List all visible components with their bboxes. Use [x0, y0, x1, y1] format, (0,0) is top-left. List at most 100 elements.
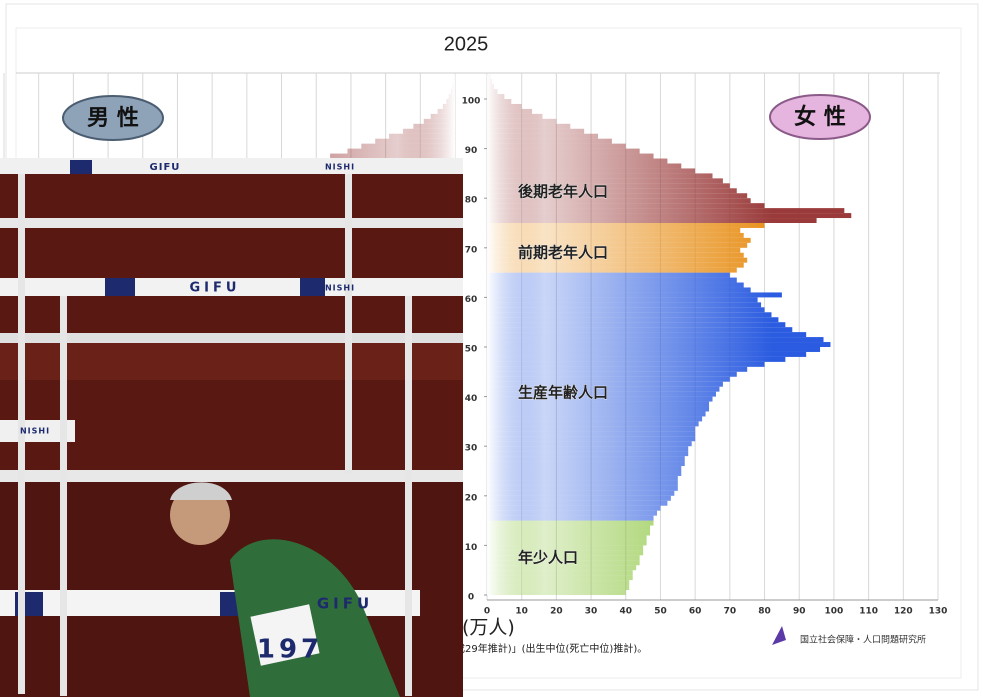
bar: [487, 163, 682, 169]
bar: [487, 128, 585, 134]
bar: [487, 590, 626, 595]
y-tick-label: 100: [462, 97, 481, 107]
bar: [487, 292, 782, 298]
bar: [453, 74, 455, 80]
bar: [487, 143, 626, 149]
bar: [487, 118, 557, 124]
bar: [487, 158, 668, 164]
y-tick-label: 90: [465, 146, 478, 156]
y-tick-label: 70: [465, 245, 478, 255]
bar: [487, 471, 682, 476]
bar: [487, 168, 696, 174]
bar: [487, 396, 713, 402]
group-label: 前期老年人口: [518, 244, 608, 262]
bar: [487, 550, 644, 556]
bar: [487, 366, 748, 372]
bar: [487, 178, 723, 184]
bar: [450, 89, 455, 95]
photo-text: GIFU: [150, 162, 181, 173]
photo-text: NISHI: [20, 427, 50, 436]
bar: [487, 411, 706, 417]
bar: [487, 520, 654, 526]
bar: [487, 456, 685, 462]
bar: [487, 580, 630, 586]
x-tick-label: 20: [550, 607, 563, 617]
x-tick-label: 10: [515, 607, 528, 617]
bar: [487, 466, 682, 471]
bar: [487, 153, 654, 159]
bar: [487, 351, 807, 357]
bar: [487, 267, 737, 273]
female-badge: [769, 94, 871, 140]
bar: [487, 555, 640, 561]
bar: [487, 371, 737, 377]
bar: [487, 451, 689, 457]
photo-text: NISHI: [325, 163, 355, 172]
bar: [487, 560, 640, 566]
bar: [487, 401, 710, 407]
bar: [487, 297, 758, 303]
photo: GIFU NISHI GIFU NISHI NISHI GIFU 197: [0, 158, 463, 697]
bar: [487, 545, 644, 551]
bar: [487, 426, 696, 432]
bar: [487, 287, 751, 293]
x-tick-label: 120: [894, 607, 913, 617]
logo-mark: [772, 626, 786, 645]
bar: [487, 406, 710, 412]
bar: [487, 208, 845, 214]
bar: [487, 188, 737, 194]
bar: [487, 535, 647, 541]
male-label: 男 性: [87, 106, 139, 131]
bar: [487, 376, 730, 382]
bar: [487, 475, 678, 481]
female-label: 女 性: [794, 104, 846, 130]
bar: [487, 99, 512, 104]
bar: [487, 510, 657, 516]
unit-label: (万人): [462, 617, 515, 639]
bar: [487, 257, 748, 263]
bar: [487, 381, 723, 387]
bar: [402, 128, 455, 134]
x-tick-label: 80: [758, 607, 771, 617]
bar: [487, 113, 543, 119]
bar: [487, 347, 821, 352]
x-tick-label: 100: [825, 607, 844, 617]
y-tick-label: 80: [465, 196, 478, 206]
note: 成29年推計)」(出生中位(死亡中位)推計)。: [455, 642, 647, 655]
chart-title: 2025: [444, 33, 489, 55]
bar: [487, 480, 678, 486]
bar: [487, 530, 651, 536]
x-tick-label: 110: [859, 607, 878, 617]
bar: [487, 540, 647, 546]
x-tick-label: 50: [654, 607, 667, 617]
x-tick-label: 40: [620, 607, 633, 617]
bar: [487, 262, 744, 268]
x-tick-label: 70: [724, 607, 737, 617]
bar: [487, 302, 762, 308]
y-tick-label: 0: [468, 593, 474, 603]
bar: [487, 585, 630, 591]
group-label: 後期老年人口: [517, 183, 608, 201]
bar: [487, 500, 668, 506]
bar: [487, 565, 637, 571]
bar: [487, 282, 744, 288]
x-tick-label: 30: [585, 607, 598, 617]
bar: [487, 421, 699, 427]
x-tick-label: 0: [484, 607, 490, 617]
bar: [446, 99, 455, 104]
bar: [423, 118, 455, 124]
bar: [487, 193, 748, 199]
bar: [487, 386, 720, 392]
bar: [442, 103, 455, 109]
bar: [487, 416, 703, 422]
bar: [487, 322, 786, 328]
bar: [487, 317, 779, 323]
x-tick-label: 130: [929, 607, 948, 617]
bar: [487, 108, 533, 114]
bar: [487, 103, 522, 109]
bar: [487, 490, 675, 496]
bar: [487, 431, 696, 437]
photo-text: 197: [257, 635, 323, 665]
y-tick-label: 10: [465, 543, 478, 553]
